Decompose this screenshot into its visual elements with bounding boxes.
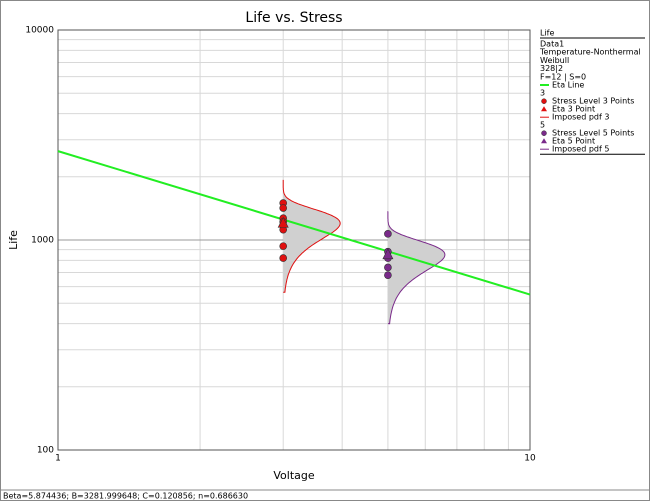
- chart-title: Life vs. Stress: [245, 10, 342, 26]
- legend-swatch: [541, 138, 547, 144]
- data-point: [384, 263, 392, 272]
- legend-label: Eta Line: [552, 81, 584, 90]
- legend-info: F=12 | S=0: [540, 72, 586, 81]
- data-point: [279, 204, 288, 212]
- data-point: [384, 230, 392, 238]
- pdf-curve: [387, 210, 446, 325]
- legend-swatch: [541, 106, 547, 112]
- data-point: [279, 242, 288, 250]
- eta-line: [57, 150, 531, 296]
- plot-frame: [57, 29, 531, 451]
- legend-label: Imposed pdf 5: [552, 145, 609, 154]
- x-axis-label: Voltage: [273, 469, 314, 482]
- pdf-fill: [283, 179, 341, 293]
- legend-label: Imposed pdf 3: [552, 113, 609, 122]
- x-tick-label: 10: [524, 454, 536, 464]
- legend-info: 328|2: [540, 64, 563, 73]
- legend-label: Eta 5 Point: [552, 137, 595, 146]
- pdf-curve: [282, 179, 341, 293]
- legend-swatch: [541, 130, 547, 136]
- legend-label: Stress Level 5 Points: [552, 129, 634, 138]
- y-axis-label: Life: [7, 230, 20, 250]
- data-point: [279, 254, 288, 262]
- legend-group: 3: [540, 89, 545, 98]
- data-point: [384, 271, 392, 279]
- eta-point: [382, 248, 394, 260]
- legend-swatch: [541, 98, 547, 104]
- y-tick-label: 10000: [25, 26, 54, 36]
- legend-label: Eta 3 Point: [552, 105, 595, 114]
- x-tick-label: 1: [55, 454, 61, 464]
- pdf-fill: [387, 211, 445, 324]
- footer: Beta=5.874436; B=3281.999648; C=0.120856…: [3, 492, 248, 501]
- legend-info: Temperature-Nonthermal: [539, 48, 641, 57]
- y-tick-label: 1000: [31, 236, 54, 246]
- eta-point: [277, 216, 289, 228]
- legend-info: Data1: [540, 40, 564, 49]
- legend-group: 5: [540, 121, 545, 130]
- y-tick-label: 100: [37, 446, 54, 456]
- legend-label: Stress Level 3 Points: [552, 97, 634, 106]
- legend-info: Weibull: [540, 56, 569, 65]
- legend-title: Life: [540, 29, 554, 38]
